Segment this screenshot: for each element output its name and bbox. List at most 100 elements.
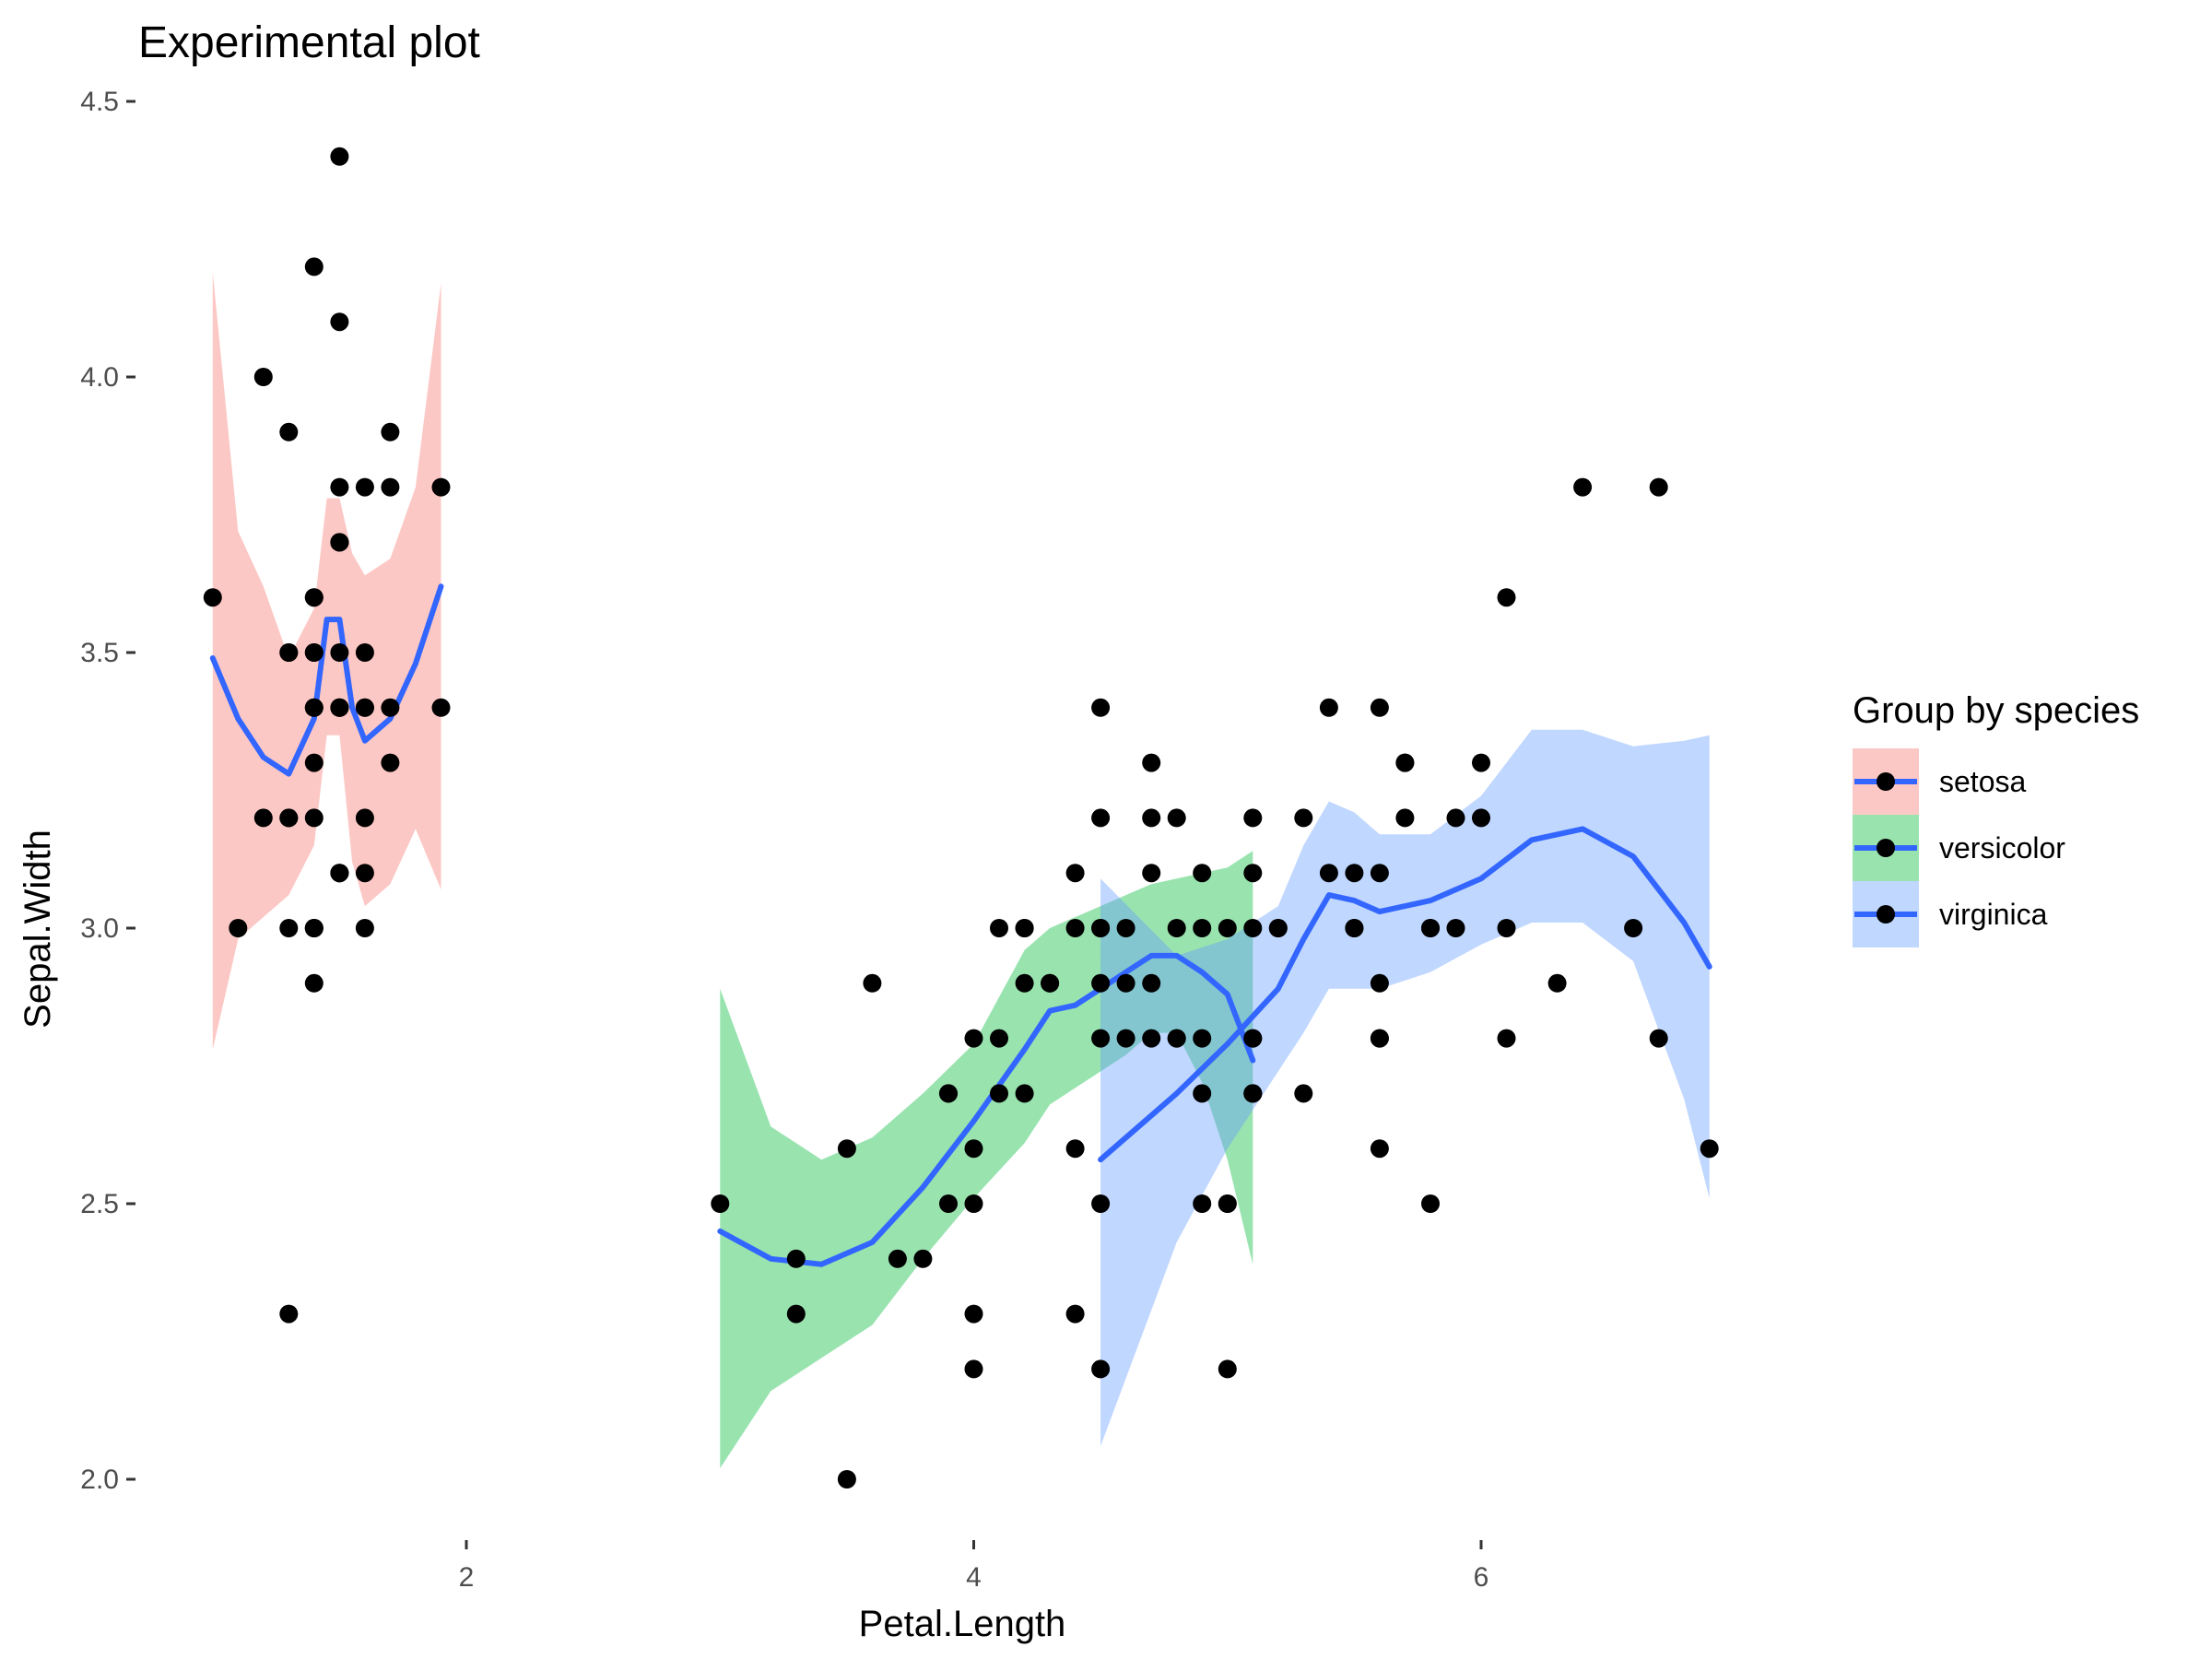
point-virginica [1167, 1029, 1186, 1048]
point-setosa [355, 698, 374, 717]
point-virginica [1370, 973, 1389, 993]
point-virginica [1218, 1194, 1237, 1213]
point-virginica [1395, 753, 1415, 772]
point-virginica [1319, 698, 1338, 717]
legend: Group by species setosa versicolor virgini… [1853, 690, 2139, 947]
point-versicolor [1065, 919, 1085, 937]
point-versicolor [1041, 973, 1060, 993]
point-setosa [279, 808, 299, 828]
point-setosa [330, 312, 349, 332]
y-tick-label: 3.0 [80, 913, 119, 944]
point-versicolor [1091, 698, 1111, 717]
y-tick-label: 4.0 [80, 362, 119, 393]
point-versicolor [1091, 1359, 1111, 1379]
point-virginica [1243, 919, 1263, 937]
point-virginica [1446, 919, 1465, 937]
point-virginica [1370, 864, 1389, 883]
point-versicolor [1142, 1029, 1161, 1048]
x-tick-label: 2 [459, 1562, 475, 1593]
point-virginica [1370, 698, 1389, 717]
point-versicolor [1091, 1029, 1111, 1048]
point-versicolor [1193, 1194, 1212, 1213]
legend-label-versicolor: versicolor [1939, 831, 2065, 865]
point-setosa [304, 808, 324, 828]
point-setosa [304, 698, 324, 717]
point-setosa [355, 808, 374, 828]
y-tick-label: 3.5 [80, 638, 119, 668]
point-setosa [355, 864, 374, 883]
x-axis-title: Petal.Length [859, 1604, 1066, 1644]
point-virginica [1573, 477, 1593, 497]
point-versicolor [1116, 973, 1135, 993]
legend-item-setosa: setosa [1853, 748, 2026, 815]
point-setosa [304, 643, 324, 662]
legend-title: Group by species [1853, 690, 2139, 731]
point-setosa [330, 698, 349, 717]
point-virginica [1472, 808, 1490, 828]
point-versicolor [837, 1139, 856, 1159]
point-versicolor [786, 1249, 806, 1268]
point-virginica [1243, 1029, 1263, 1048]
legend-label-setosa: setosa [1939, 765, 2026, 798]
band-versicolor [720, 851, 1253, 1468]
point-versicolor [1015, 1084, 1034, 1103]
y-axis-title: Sepal.Width [18, 830, 58, 1029]
y-tick-label: 4.5 [80, 87, 119, 117]
legend-point-versicolor [1877, 839, 1895, 857]
point-virginica [1370, 1139, 1389, 1159]
point-setosa [279, 643, 299, 662]
point-versicolor [1091, 808, 1111, 828]
point-versicolor [1065, 864, 1085, 883]
point-virginica [1167, 919, 1186, 937]
smooth-line-versicolor [717, 952, 1256, 1267]
point-virginica [1497, 1029, 1516, 1048]
point-setosa [203, 588, 222, 607]
point-setosa [279, 1304, 299, 1324]
point-versicolor [964, 1139, 983, 1159]
band-setosa [212, 272, 441, 1050]
point-versicolor [1142, 753, 1161, 772]
point-setosa [431, 698, 451, 717]
point-setosa [431, 477, 451, 497]
point-setosa [355, 919, 374, 937]
point-virginica [1218, 1359, 1237, 1379]
point-virginica [1370, 1029, 1389, 1048]
point-versicolor [939, 1084, 958, 1103]
point-versicolor [964, 1194, 983, 1213]
point-versicolor [888, 1249, 907, 1268]
point-versicolor [786, 1304, 806, 1324]
point-versicolor [964, 1359, 983, 1379]
chart-title: Experimental plot [138, 18, 480, 67]
x-tick-label: 4 [966, 1562, 982, 1593]
point-virginica [1243, 808, 1263, 828]
point-setosa [304, 257, 324, 276]
point-virginica [1294, 1084, 1313, 1103]
point-setosa [253, 368, 273, 386]
point-virginica [1547, 973, 1567, 993]
confidence-bands [212, 272, 1710, 1468]
x-axis: 2 4 6 [459, 1540, 1488, 1593]
point-versicolor [964, 1029, 983, 1048]
point-setosa [304, 753, 324, 772]
point-versicolor [1218, 919, 1237, 937]
point-versicolor [1015, 973, 1034, 993]
point-setosa [381, 477, 400, 497]
legend-item-virginica: virginica [1853, 881, 2048, 947]
point-setosa [330, 643, 349, 662]
legend-items: setosa versicolor virginica [1853, 748, 2065, 947]
point-versicolor [964, 1304, 983, 1324]
point-virginica [1268, 919, 1288, 937]
point-setosa [279, 919, 299, 937]
point-virginica [1446, 808, 1465, 828]
point-setosa [381, 753, 400, 772]
point-versicolor [1116, 919, 1135, 937]
point-versicolor [1065, 1304, 1085, 1324]
point-setosa [229, 919, 248, 937]
point-versicolor [990, 919, 1008, 937]
point-virginica [1294, 808, 1313, 828]
legend-point-virginica [1877, 905, 1895, 924]
point-setosa [330, 864, 349, 883]
point-setosa [253, 808, 273, 828]
